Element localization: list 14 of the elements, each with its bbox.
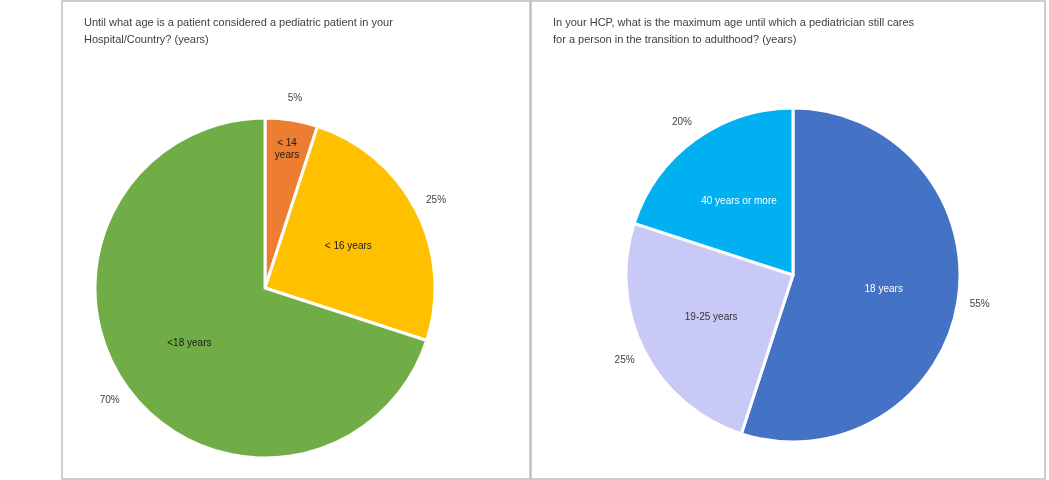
chart-title: Until what age is a patient considered a pediatric patient in your Hospital/Country? (years): [84, 16, 394, 45]
slice-label: <18 years: [167, 336, 212, 348]
data-label: 25%: [426, 194, 447, 206]
slice-label: 40 years or more: [701, 194, 778, 206]
slice-label: < 16 years: [324, 239, 372, 251]
slice-label: 19-25 years: [684, 310, 738, 322]
slice-label: < 14 years: [274, 136, 300, 160]
data-label: 25%: [614, 354, 635, 366]
data-label: 55%: [969, 298, 990, 310]
chart-title: In your HCP, what is the maximum age until which a pediatrician still cares for a person in the transition to adulthood? (years): [553, 16, 915, 45]
slice-label: 18 years: [864, 283, 903, 295]
data-label: 70%: [99, 394, 120, 406]
data-label: 20%: [671, 115, 693, 127]
data-label: 5%: [287, 92, 303, 103]
